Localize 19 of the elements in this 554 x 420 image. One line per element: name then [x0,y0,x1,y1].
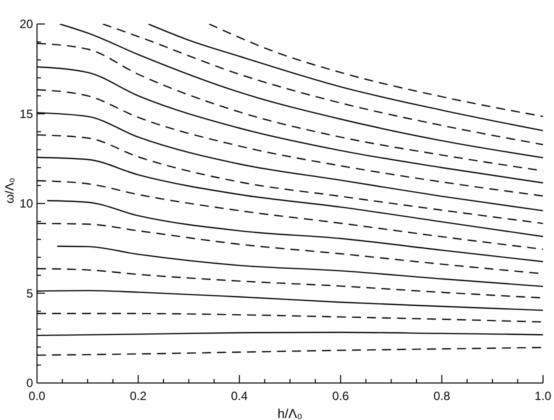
line-series [102,24,543,146]
x-tick-label: 0.4 [231,389,248,403]
y-axis-title: ω/Λ₀ [2,178,16,204]
y-tick-label: 5 [26,286,34,300]
x-tick-label: 0.8 [433,389,450,403]
line-series [56,246,543,288]
x-tick-label: 0.0 [28,389,46,403]
line-series [46,200,543,262]
x-tick-label: 0.2 [130,389,147,403]
y-tick-label: 15 [20,106,34,121]
line-series [208,24,543,118]
x-axis-title: h/Λ₀ [278,406,302,420]
y-tick-label: 20 [20,17,34,31]
line-series [59,24,543,158]
x-tick-label: 1.0 [534,389,552,403]
y-tick-label: 10 [20,196,34,210]
line-series [148,24,543,132]
x-tick-label: 0.6 [332,389,350,403]
y-tick-label: 0 [26,376,34,390]
